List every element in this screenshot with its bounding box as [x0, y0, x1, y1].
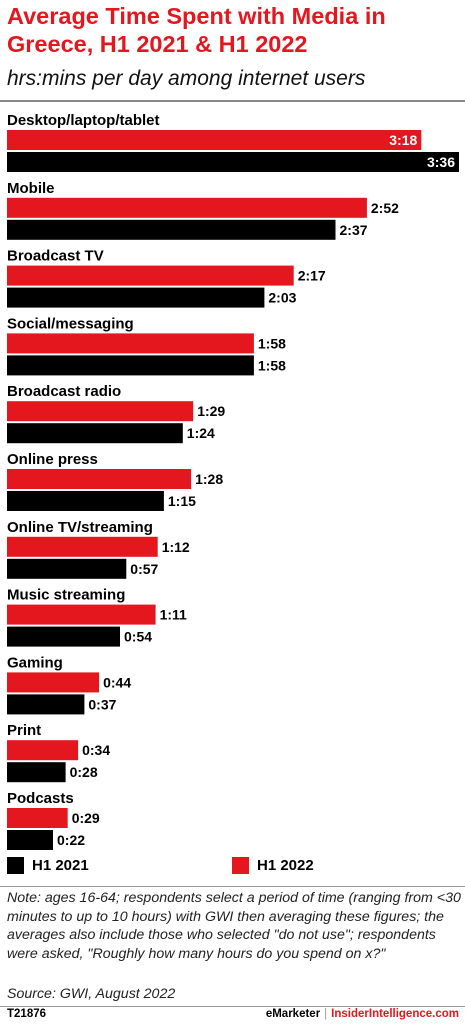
category-label-online-tv-streaming: Online TV/streaming	[7, 519, 153, 536]
chart-subtitle: hrs:mins per day among internet users	[7, 67, 366, 90]
bar-h1-2022-online-press	[7, 469, 192, 489]
value-label-h1-2021-online-press: 1:15	[168, 493, 196, 509]
category-label-broadcast-radio: Broadcast radio	[7, 383, 121, 400]
value-label-h1-2022-desktop-laptop-tablet: 3:18	[389, 132, 417, 148]
bar-h1-2022-broadcast-tv	[7, 265, 294, 286]
value-label-h1-2022-gaming: 0:44	[103, 674, 131, 690]
value-label-h1-2021-broadcast-tv: 2:03	[268, 290, 296, 306]
value-label-h1-2021-mobile: 2:37	[340, 222, 368, 238]
value-label-h1-2022-online-tv-streaming: 1:12	[162, 539, 190, 555]
bar-h1-2021-online-press	[7, 491, 164, 511]
bar-chart: Desktop/laptop/tablet3:183:36Mobile2:522…	[7, 112, 459, 850]
bar-h1-2021-gaming	[7, 694, 85, 715]
chart-source: Source: GWI, August 2022	[7, 986, 176, 1002]
bar-h1-2022-print	[7, 740, 79, 761]
legend-item-h1-2021: H1 2021	[7, 857, 89, 874]
value-label-h1-2022-broadcast-tv: 2:17	[298, 268, 326, 284]
legend-item-h1-2022: H1 2022	[232, 857, 314, 874]
bar-h1-2022-broadcast-radio	[7, 401, 194, 422]
bar-h1-2022-mobile	[7, 197, 367, 218]
bar-h1-2021-mobile	[7, 219, 336, 240]
bar-h1-2021-podcasts	[7, 830, 53, 850]
value-label-h1-2021-desktop-laptop-tablet: 3:36	[427, 154, 455, 170]
value-label-h1-2021-print: 0:28	[70, 764, 98, 780]
bar-h1-2021-music-streaming	[7, 626, 120, 647]
value-label-h1-2021-broadcast-radio: 1:24	[187, 425, 215, 441]
chart-id: T21876	[7, 1008, 47, 1020]
value-label-h1-2022-broadcast-radio: 1:29	[197, 403, 225, 419]
value-label-h1-2022-music-streaming: 1:11	[160, 607, 187, 623]
footer-divider	[0, 1006, 465, 1007]
value-label-h1-2022-mobile: 2:52	[371, 200, 399, 216]
legend-label-h1-2021: H1 2021	[32, 857, 89, 874]
bar-h1-2021-broadcast-tv	[7, 287, 265, 308]
bar-h1-2022-gaming	[7, 672, 100, 693]
header-divider	[0, 100, 465, 102]
value-label-h1-2021-social-messaging: 1:58	[258, 357, 286, 373]
notes-divider	[0, 886, 465, 887]
category-label-desktop-laptop-tablet: Desktop/laptop/tablet	[7, 112, 160, 129]
bar-h1-2021-broadcast-radio	[7, 423, 183, 444]
bar-h1-2021-print	[7, 762, 66, 783]
bar-h1-2022-social-messaging	[7, 333, 254, 354]
value-label-h1-2021-music-streaming: 0:54	[124, 629, 152, 645]
brand-separator: |	[324, 1008, 328, 1020]
bar-h1-2021-desktop-laptop-tablet	[7, 152, 459, 172]
bar-h1-2022-online-tv-streaming	[7, 536, 158, 557]
category-label-music-streaming: Music streaming	[7, 587, 125, 604]
legend: H1 2021 H1 2022	[0, 857, 465, 885]
category-label-podcasts: Podcasts	[7, 790, 74, 807]
bar-h1-2021-online-tv-streaming	[7, 558, 127, 579]
value-label-h1-2021-podcasts: 0:22	[57, 832, 85, 848]
value-label-h1-2021-gaming: 0:37	[88, 696, 116, 712]
category-label-print: Print	[7, 722, 41, 739]
footer-brand: eMarketer | InsiderIntelligence.com	[266, 1008, 459, 1020]
chart-note: Note: ages 16-64; respondents select a p…	[7, 890, 461, 962]
bar-h1-2022-desktop-laptop-tablet	[7, 130, 422, 150]
value-label-h1-2022-podcasts: 0:29	[72, 810, 100, 826]
legend-swatch-h1-2022	[232, 857, 249, 874]
bar-h1-2021-social-messaging	[7, 355, 254, 376]
category-label-mobile: Mobile	[7, 180, 55, 197]
chart-title: Average Time Spent with Media in Greece,…	[7, 3, 386, 57]
value-label-h1-2021-online-tv-streaming: 0:57	[130, 561, 158, 577]
legend-label-h1-2022: H1 2022	[257, 857, 314, 874]
value-label-h1-2022-print: 0:34	[82, 742, 110, 758]
category-label-social-messaging: Social/messaging	[7, 315, 134, 332]
value-label-h1-2022-social-messaging: 1:58	[258, 335, 286, 351]
category-label-gaming: Gaming	[7, 654, 63, 671]
bar-h1-2022-music-streaming	[7, 604, 156, 625]
category-label-broadcast-tv: Broadcast TV	[7, 248, 104, 265]
brand-insiderintelligence: InsiderIntelligence.com	[331, 1008, 459, 1020]
brand-emarketer: eMarketer	[265, 1008, 321, 1020]
category-label-online-press: Online press	[7, 451, 98, 468]
value-label-h1-2022-online-press: 1:28	[195, 471, 223, 487]
legend-swatch-h1-2021	[7, 857, 24, 874]
bar-h1-2022-podcasts	[7, 808, 68, 828]
